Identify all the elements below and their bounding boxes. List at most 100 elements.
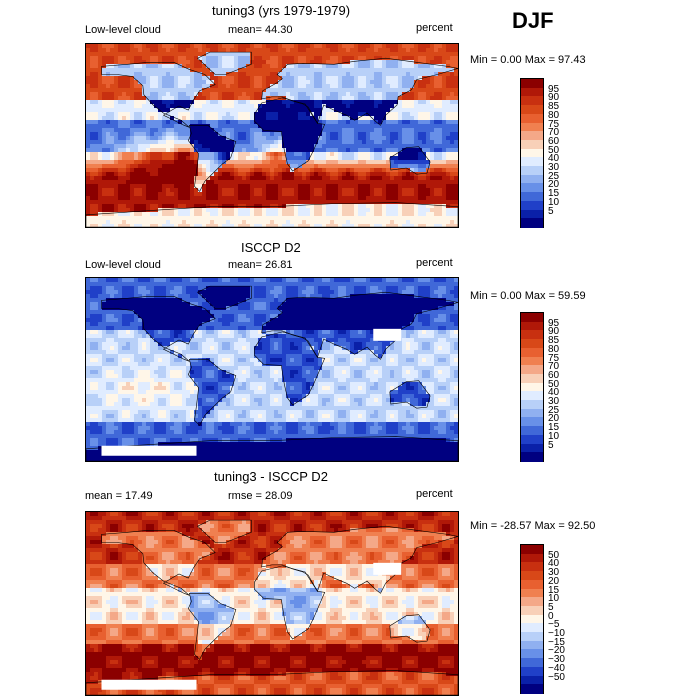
coastline <box>86 670 458 695</box>
colorbar-segment <box>521 434 543 445</box>
colorbar-tick-label: −15 <box>548 636 565 648</box>
colorbar-tick-label: −5 <box>548 619 560 631</box>
colorbar-segment <box>521 166 543 176</box>
coastline <box>254 565 326 640</box>
colorbar-tick-label: 25 <box>548 170 560 182</box>
cloud-map-obs <box>85 277 459 462</box>
coastline <box>101 529 216 596</box>
colorbar-segment <box>521 579 543 590</box>
colorbar-tick-label: −30 <box>548 654 565 666</box>
colorbar-tick-label: 10 <box>548 196 560 208</box>
colorbar-segment <box>521 614 543 624</box>
colorbar-segment <box>521 200 543 211</box>
coastline <box>261 525 458 594</box>
colorbar-tick-label: 20 <box>548 575 560 587</box>
coastline <box>254 331 326 406</box>
colorbar-tick-label: 20 <box>548 413 560 425</box>
colorbar-tick-label: −40 <box>548 662 565 674</box>
colorbar-segment <box>521 382 543 392</box>
panel-minmax-model: Min = 0.00 Max = 97.43 <box>470 54 586 66</box>
colorbar-obs: 95 90 85 80 75 70 60 50 40 30 25 20 15 10 5 <box>520 312 559 462</box>
panel-title-model: tuning3 (yrs 1979-1979) <box>212 3 351 18</box>
panel-rmse-label-diff: rmse = 28.09 <box>228 490 293 502</box>
colorbar-tick-label: 80 <box>548 109 560 121</box>
panel-mean-label-diff: mean = 17.49 <box>85 490 153 502</box>
missing-data-patch <box>373 562 402 575</box>
panel-units-label-obs: percent <box>416 257 453 269</box>
colorbar-tick-label: −20 <box>548 645 565 657</box>
map-canvas <box>86 278 458 461</box>
map-canvas <box>86 512 458 695</box>
coastline <box>389 146 431 175</box>
panel-minmax-obs: Min = 0.00 Max = 59.59 <box>470 290 586 302</box>
colorbar-segment <box>521 632 543 642</box>
colorbar-tick-label: 60 <box>548 135 560 147</box>
colorbar-segment <box>521 426 543 436</box>
colorbar-tick-label: 0 <box>548 610 554 622</box>
colorbar-segment <box>521 623 543 633</box>
colorbar-segment <box>521 79 543 89</box>
map-canvas <box>86 44 458 227</box>
colorbar-tick-label: 15 <box>548 188 560 200</box>
coastline <box>261 291 458 360</box>
colorbar-tick-label: 30 <box>548 567 560 579</box>
colorbar-tick-label: 80 <box>548 343 560 355</box>
colorbar-segment <box>521 684 543 694</box>
colorbar-tick-label: 50 <box>548 378 560 390</box>
colorbar-tick-label: 75 <box>548 352 560 364</box>
coastline <box>187 125 237 192</box>
colorbar-tick-label: 50 <box>548 549 560 561</box>
colorbar-tick-label: −50 <box>548 671 565 683</box>
colorbar-tick-label: 60 <box>548 369 560 381</box>
colorbar-segment <box>521 391 543 401</box>
colorbar-diff: 50 40 30 20 15 10 5 0 −5 −10 −15 −20 −30 −40 −50 <box>520 544 565 694</box>
colorbar-tick-label: 85 <box>548 335 560 347</box>
cloud-map-diff <box>85 511 459 696</box>
colorbar-tick-label: 70 <box>548 127 560 139</box>
colorbar-tick-label: 5 <box>548 439 554 451</box>
colorbar-segment <box>521 192 543 202</box>
colorbar-tick-label: 30 <box>548 162 560 174</box>
panel-minmax-diff: Min = -28.57 Max = 92.50 <box>470 520 596 532</box>
colorbar-segment <box>521 122 543 132</box>
colorbar-segment <box>521 209 543 219</box>
coastline <box>389 380 431 409</box>
colorbar-tick-label: 10 <box>548 593 560 605</box>
colorbar-segment <box>521 183 543 193</box>
colorbar-tick-label: 95 <box>548 83 560 95</box>
colorbar-tick-label: 70 <box>548 361 560 373</box>
colorbar-segment <box>521 675 543 685</box>
colorbar-tick-label: 50 <box>548 144 560 156</box>
coastline <box>197 519 252 543</box>
colorbar-segment <box>521 347 543 358</box>
coastline <box>86 436 458 461</box>
colorbar-tick-label: 85 <box>548 101 560 113</box>
colorbar-segment <box>521 452 543 462</box>
panel-mean-label-obs: mean= 26.81 <box>228 259 293 271</box>
panel-title-diff: tuning3 - ISCCP D2 <box>214 469 328 484</box>
coastline <box>101 61 216 128</box>
colorbar-segment <box>521 330 543 340</box>
colorbar-segment <box>521 649 543 659</box>
colorbar-segment <box>521 365 543 375</box>
coastline <box>101 295 216 362</box>
colorbar-model: 95 90 85 80 75 70 60 50 40 30 25 20 15 10 5 <box>520 78 559 228</box>
colorbar-tick-label: 5 <box>548 601 554 613</box>
colorbar-segment <box>521 400 543 410</box>
colorbar-segment <box>521 605 543 616</box>
colorbar-segment <box>521 339 543 349</box>
coastline <box>254 97 326 172</box>
colorbar-segment <box>521 321 543 331</box>
coastline <box>389 614 431 643</box>
colorbar-segment <box>521 373 543 384</box>
coastline <box>197 51 252 75</box>
colorbar-segment <box>521 87 543 97</box>
coastline <box>197 285 252 309</box>
panel-units-label-diff: percent <box>416 488 453 500</box>
colorbar-tick-label: 40 <box>548 558 560 570</box>
coastline <box>261 57 458 126</box>
colorbar-tick-label: 30 <box>548 396 560 408</box>
colorbar-segment <box>521 157 543 167</box>
coastline <box>187 593 237 660</box>
colorbar-segment <box>521 658 543 668</box>
